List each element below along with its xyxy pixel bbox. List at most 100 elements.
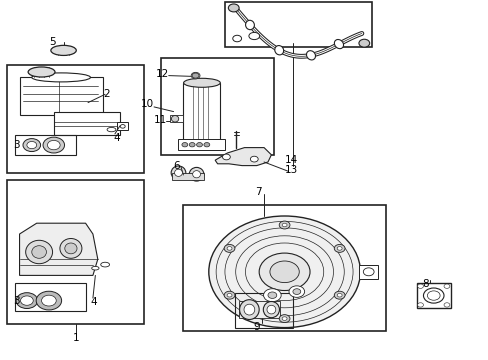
- Text: 14: 14: [284, 155, 298, 165]
- Text: 13: 13: [284, 165, 298, 175]
- Ellipse shape: [192, 171, 200, 178]
- Ellipse shape: [334, 40, 343, 49]
- Text: 1: 1: [72, 333, 79, 343]
- Text: 10: 10: [141, 99, 154, 109]
- Circle shape: [226, 293, 231, 297]
- Bar: [183, 205, 386, 331]
- Ellipse shape: [26, 240, 53, 264]
- Bar: [54, 112, 120, 135]
- Bar: [7, 180, 144, 324]
- Circle shape: [41, 295, 56, 306]
- Ellipse shape: [239, 300, 259, 320]
- Circle shape: [20, 296, 33, 305]
- Ellipse shape: [92, 266, 99, 270]
- Ellipse shape: [174, 169, 182, 176]
- Bar: [183, 83, 220, 140]
- Circle shape: [288, 286, 304, 297]
- Ellipse shape: [28, 67, 55, 77]
- Ellipse shape: [32, 246, 46, 258]
- Circle shape: [250, 156, 258, 162]
- Ellipse shape: [51, 45, 76, 55]
- Polygon shape: [215, 148, 271, 166]
- Ellipse shape: [274, 46, 283, 55]
- Circle shape: [189, 143, 195, 147]
- Ellipse shape: [248, 32, 259, 40]
- Circle shape: [279, 221, 289, 229]
- Ellipse shape: [60, 238, 81, 258]
- Text: 3: 3: [13, 140, 20, 150]
- Text: 7: 7: [254, 186, 261, 197]
- Bar: [20, 77, 102, 115]
- Polygon shape: [20, 223, 98, 275]
- Text: 5: 5: [49, 37, 56, 48]
- Circle shape: [224, 291, 234, 299]
- Circle shape: [208, 216, 360, 328]
- Bar: [416, 283, 450, 308]
- Circle shape: [196, 143, 202, 147]
- Bar: [224, 2, 371, 47]
- Ellipse shape: [245, 20, 254, 30]
- Text: 8: 8: [421, 279, 428, 289]
- Circle shape: [337, 293, 342, 297]
- Ellipse shape: [191, 72, 200, 79]
- Text: 6: 6: [173, 161, 180, 171]
- Text: 12: 12: [156, 69, 169, 79]
- Bar: [178, 139, 224, 150]
- Ellipse shape: [183, 78, 220, 87]
- Circle shape: [43, 137, 64, 153]
- Ellipse shape: [171, 166, 185, 180]
- Circle shape: [282, 223, 286, 227]
- Circle shape: [443, 284, 449, 288]
- Bar: [172, 173, 203, 180]
- Circle shape: [226, 247, 231, 250]
- Ellipse shape: [266, 305, 275, 314]
- Circle shape: [334, 291, 345, 299]
- Text: 4: 4: [90, 297, 97, 307]
- Text: 3: 3: [13, 296, 20, 306]
- Ellipse shape: [423, 288, 443, 303]
- Ellipse shape: [120, 125, 125, 128]
- Ellipse shape: [32, 73, 90, 82]
- Circle shape: [292, 289, 300, 294]
- Ellipse shape: [358, 39, 369, 47]
- Bar: [15, 283, 85, 311]
- Circle shape: [203, 143, 209, 147]
- Circle shape: [337, 247, 342, 250]
- Circle shape: [192, 73, 199, 78]
- Circle shape: [47, 140, 60, 150]
- Circle shape: [334, 244, 345, 252]
- Ellipse shape: [232, 35, 241, 42]
- Circle shape: [282, 317, 286, 320]
- Ellipse shape: [171, 116, 179, 122]
- Circle shape: [222, 154, 230, 160]
- Circle shape: [269, 261, 299, 283]
- Circle shape: [23, 139, 41, 152]
- Ellipse shape: [189, 167, 203, 181]
- Text: 4: 4: [113, 132, 120, 143]
- Ellipse shape: [263, 301, 279, 318]
- Bar: [7, 65, 144, 173]
- Ellipse shape: [101, 262, 109, 267]
- Circle shape: [263, 289, 281, 302]
- Circle shape: [267, 292, 276, 298]
- Circle shape: [259, 253, 309, 291]
- Ellipse shape: [107, 127, 116, 132]
- Ellipse shape: [228, 4, 239, 12]
- Circle shape: [36, 291, 61, 310]
- Circle shape: [417, 284, 423, 288]
- Bar: [234, 293, 293, 328]
- Circle shape: [27, 141, 37, 149]
- Circle shape: [417, 303, 423, 307]
- Bar: [238, 301, 280, 318]
- Circle shape: [279, 315, 289, 323]
- Circle shape: [16, 293, 38, 309]
- Text: 11: 11: [153, 114, 167, 125]
- Bar: [170, 115, 183, 122]
- Ellipse shape: [64, 243, 77, 254]
- Ellipse shape: [363, 268, 373, 276]
- Bar: [117, 122, 128, 130]
- Circle shape: [224, 244, 234, 252]
- Ellipse shape: [244, 304, 254, 315]
- Ellipse shape: [427, 291, 439, 300]
- Bar: [161, 58, 273, 155]
